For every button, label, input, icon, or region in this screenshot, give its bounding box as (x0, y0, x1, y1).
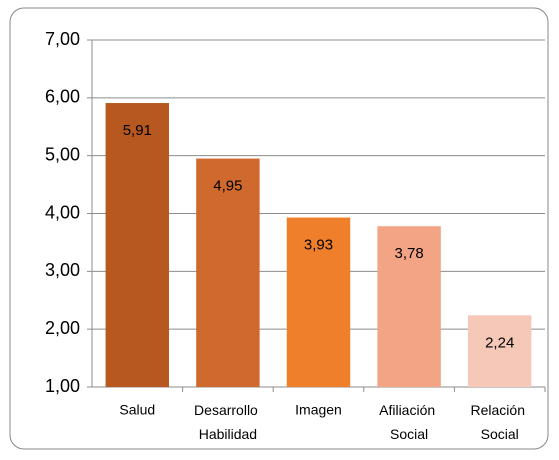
y-tick-label: 5,00 (45, 144, 80, 164)
x-tick-label: Imagen (295, 402, 342, 418)
bar (286, 217, 351, 387)
value-label: 4,95 (213, 178, 242, 195)
x-tick-label: Salud (119, 402, 155, 418)
x-tick-label: Relación Social (471, 402, 529, 442)
y-tick-label: 1,00 (45, 376, 80, 396)
bar (196, 158, 260, 387)
y-tick-label: 4,00 (45, 202, 80, 222)
value-label: 5,91 (123, 122, 152, 139)
y-tick-label: 2,00 (45, 318, 80, 338)
x-tick-label: Afiliación Social (379, 402, 439, 442)
y-tick-label: 6,00 (45, 87, 80, 107)
value-label: 2,24 (485, 334, 514, 351)
x-tick-label: Desarrollo Habilidad (194, 402, 262, 442)
bar (105, 103, 170, 387)
value-label: 3,78 (394, 245, 423, 262)
value-label: 3,93 (304, 237, 333, 254)
bar (377, 226, 441, 387)
chart-frame (9, 7, 549, 450)
y-tick-label: 3,00 (45, 260, 80, 280)
y-tick-label: 7,00 (45, 29, 80, 49)
bar (467, 315, 532, 387)
